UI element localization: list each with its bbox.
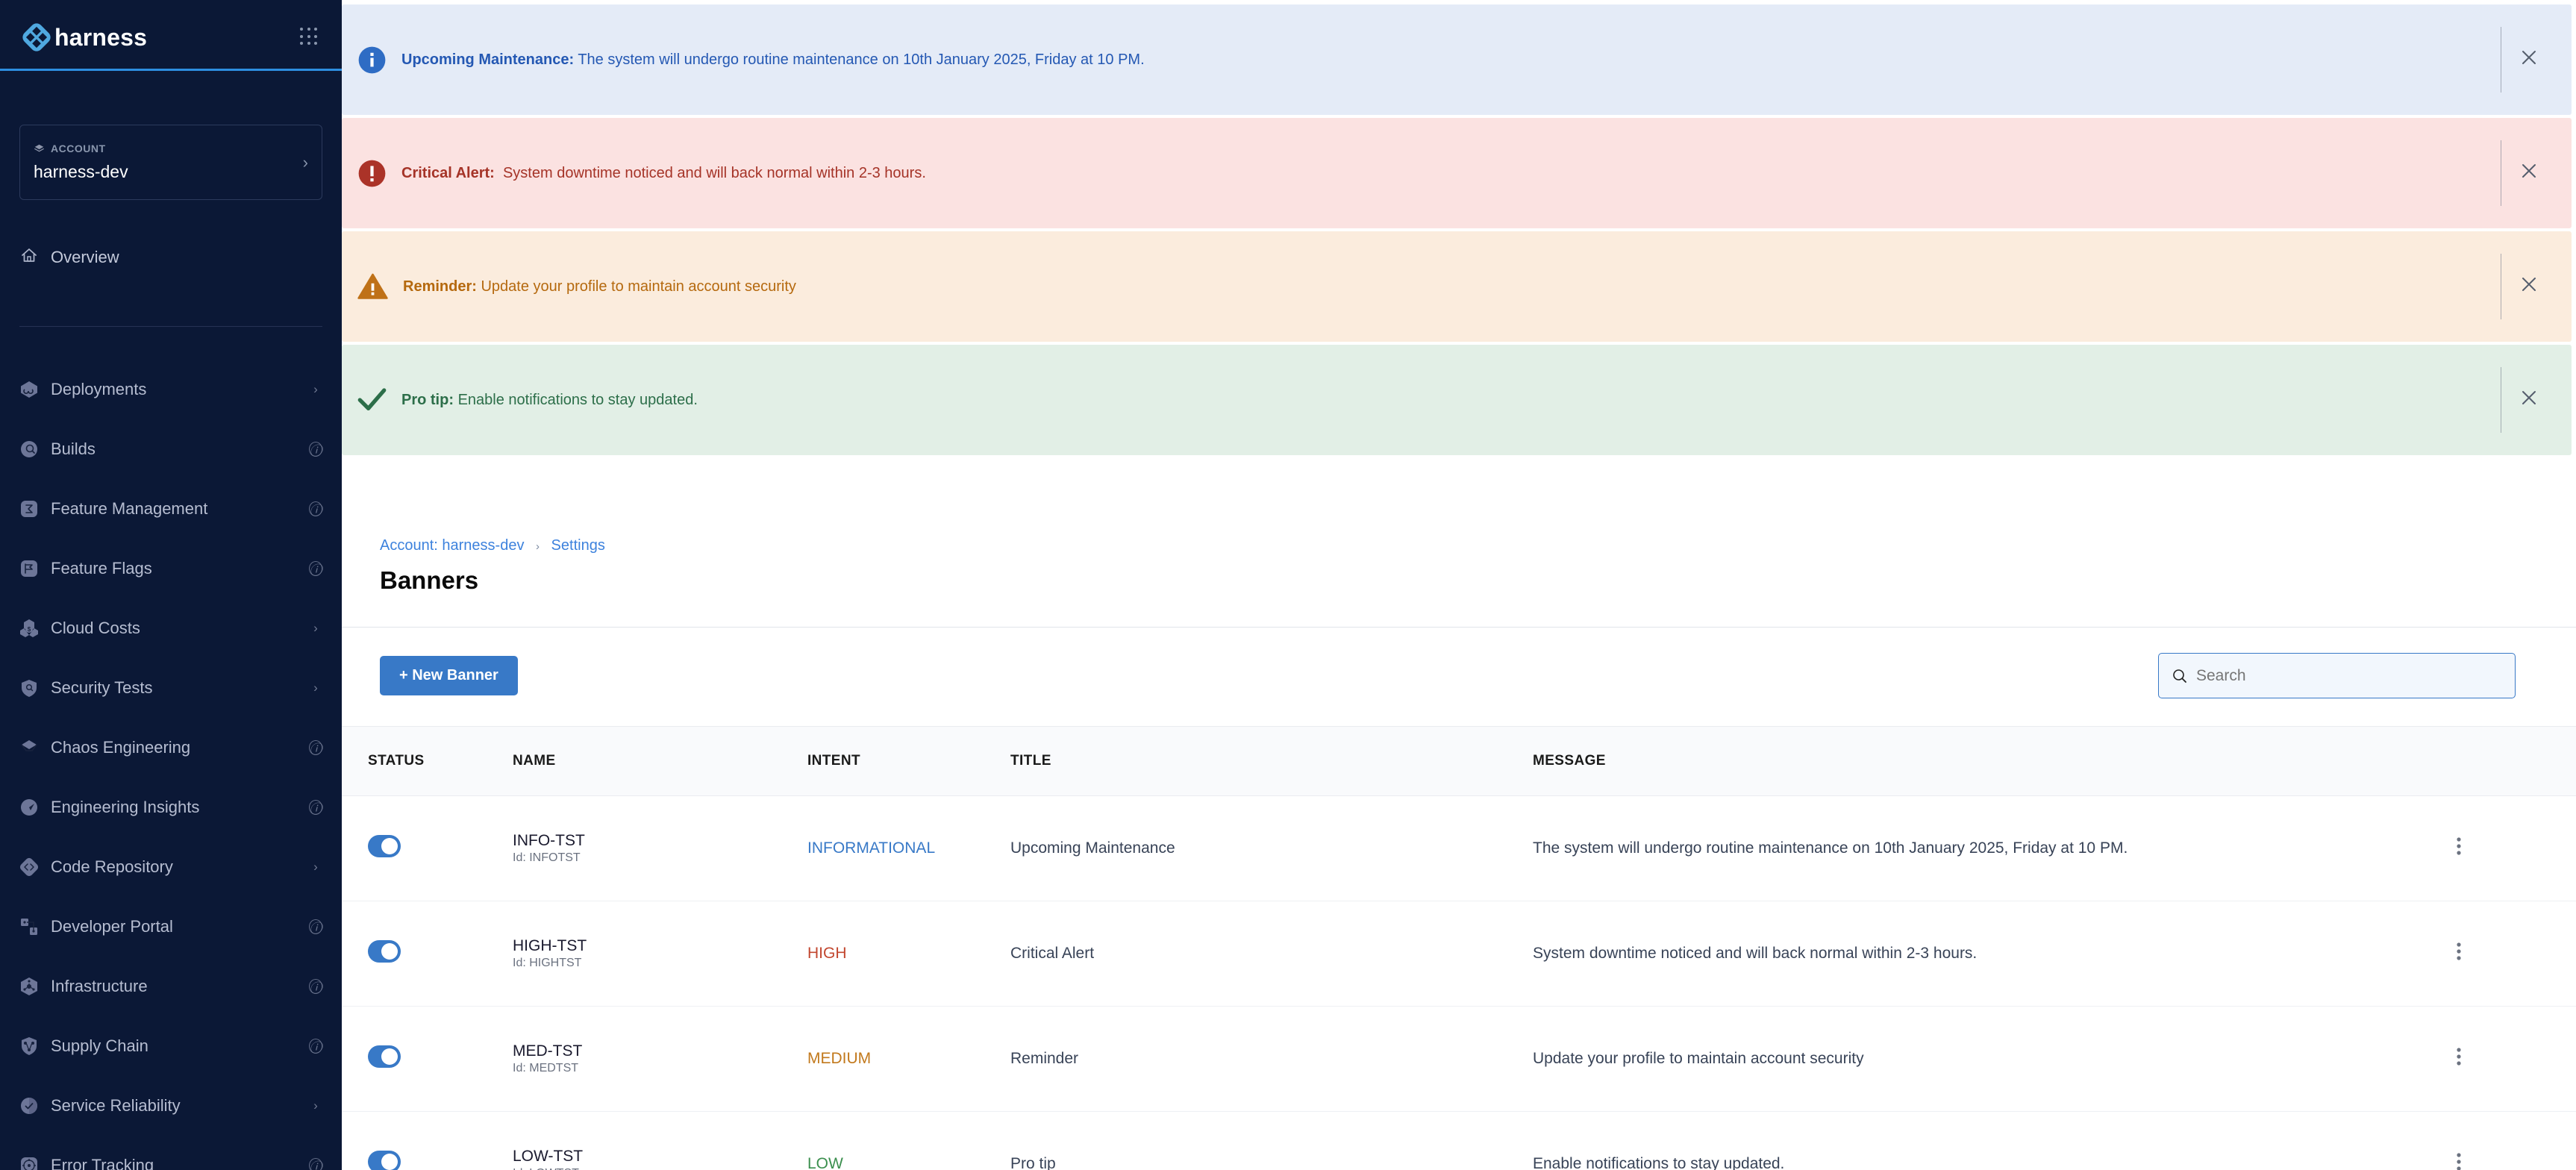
svg-text:$: $ [28, 626, 31, 633]
